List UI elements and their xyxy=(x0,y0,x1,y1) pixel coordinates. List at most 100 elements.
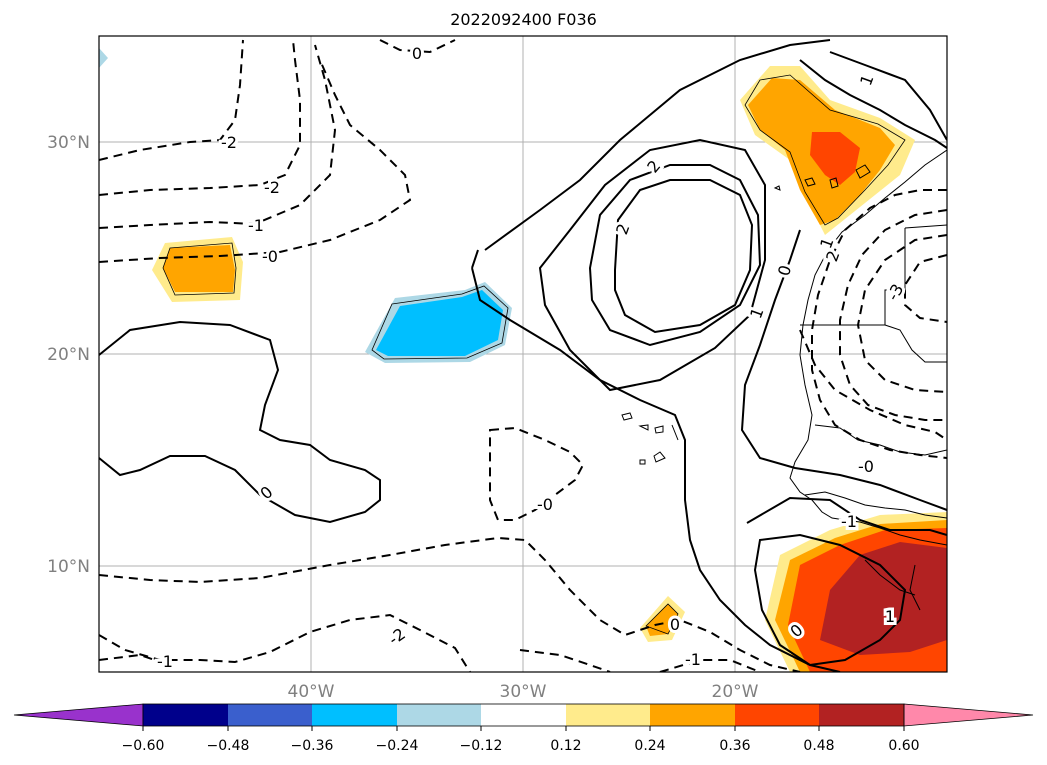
map-title: 2022092400 F036 xyxy=(450,10,597,29)
contour-coastal-solid xyxy=(799,51,947,149)
contour-neg-africa-4 xyxy=(856,234,947,393)
contour-label: 1 xyxy=(885,607,895,626)
contour-label: -0 xyxy=(858,457,874,476)
contour-neg-africa-2 xyxy=(839,209,947,421)
lat-label-10n: 10°N xyxy=(47,557,90,577)
lat-label-30n: 30°N xyxy=(47,133,90,153)
contour-neg-north-2 xyxy=(99,39,301,196)
border-mauritania xyxy=(884,324,947,363)
lon-label-30w: 30°W xyxy=(500,682,547,702)
colorbar-segment xyxy=(143,704,228,726)
colorbar-tick-label: 0.36 xyxy=(719,738,750,754)
colorbar-tick-label: −0.12 xyxy=(460,738,503,754)
colorbar-segment xyxy=(566,704,650,726)
contour-south-east-solid xyxy=(746,496,947,536)
coastlines xyxy=(621,149,947,611)
contour-outer-high xyxy=(538,138,766,392)
border-ivory xyxy=(909,564,921,611)
colorbar: −0.60 −0.48 −0.36 −0.24 −0.12 0.12 0.24 … xyxy=(13,703,1034,754)
lon-label-20w: 20°W xyxy=(712,682,759,702)
contour-label: -0 xyxy=(537,495,553,514)
lat-labels: 30°N 20°N 10°N xyxy=(47,133,90,577)
colorbar-segment xyxy=(397,704,481,726)
contour-label: 0 xyxy=(412,44,422,63)
contour-label: -1 xyxy=(685,650,701,669)
map-frame xyxy=(98,35,948,673)
lat-label-20n: 20°N xyxy=(47,345,90,365)
colorbar-tick-label: −0.36 xyxy=(291,738,334,754)
colorbar-tick-label: −0.24 xyxy=(376,738,419,754)
contour-label: 0 xyxy=(670,615,680,634)
fill-blob-southeast-max xyxy=(820,542,947,655)
contour-label: 2 xyxy=(612,221,633,237)
contour-neg-north-1 xyxy=(99,39,244,161)
fill-blob-blue-corner xyxy=(99,48,108,68)
dashed-contours xyxy=(99,39,947,672)
contour-mid-high xyxy=(588,164,762,347)
map-area: 0 2 1 -2 -2 -1 -0 1 2 2 1 0 -3 -0 -0 0 -… xyxy=(99,36,947,672)
colorbar-tick-label: 0.48 xyxy=(803,738,834,754)
contour-label: 1 xyxy=(856,72,877,88)
colorbar-segment xyxy=(228,704,312,726)
colorbar-tick-label: −0.60 xyxy=(122,738,165,754)
contour-label: 1 xyxy=(816,235,837,251)
contour-neg-south-4 xyxy=(519,649,611,672)
border-guinea xyxy=(804,491,947,519)
contour-africa-solid xyxy=(740,229,947,511)
colorbar-tick-labels: −0.60 −0.48 −0.36 −0.24 −0.12 0.12 0.24 … xyxy=(122,738,920,754)
fill-blob-northeast-max xyxy=(810,132,860,185)
colorbar-segment xyxy=(735,704,819,726)
contour-label: 1 xyxy=(746,305,767,321)
contour-southeast-inner xyxy=(753,533,907,667)
contour-label: -3 xyxy=(883,281,907,304)
contour-neg-mid xyxy=(489,426,585,521)
fill-blob-west-core xyxy=(163,245,235,292)
colorbar-tick-label: −0.48 xyxy=(207,738,250,754)
colorbar-tick-label: 0.12 xyxy=(550,738,581,754)
contour-label: -1 xyxy=(157,652,173,671)
border-senegal xyxy=(814,424,947,456)
solid-contours xyxy=(99,39,947,672)
colorbar-extend-low xyxy=(13,703,144,727)
colorbar-segment xyxy=(650,704,735,726)
border-western-sahara xyxy=(800,224,947,326)
colorbar-extend-high xyxy=(903,703,1034,727)
contour-inner-high xyxy=(614,179,754,334)
contour-label: -1 xyxy=(248,216,264,235)
colorbar-ticks xyxy=(142,726,905,731)
colorbar-segment xyxy=(312,704,397,726)
colorbar-tick-label: 0.60 xyxy=(888,738,919,754)
contour-label: 0 xyxy=(774,263,795,278)
contour-neg-south-1 xyxy=(99,536,801,672)
fill-blob-blue-core xyxy=(376,290,503,356)
contour-neg-africa-3 xyxy=(904,254,947,323)
contour-zero-longitudinal xyxy=(471,249,841,672)
lon-labels: 40°W 30°W 20°W xyxy=(288,682,759,702)
contour-neg-africa-5 xyxy=(799,329,947,441)
colorbar-frame xyxy=(142,703,905,727)
contour-neg-south-5 xyxy=(659,659,761,672)
contour-neg-top xyxy=(379,39,456,54)
contour-west-loop xyxy=(99,320,381,524)
colorbar-tick-label: 0.24 xyxy=(634,738,665,754)
colorbar-segment xyxy=(819,704,904,726)
contour-neg-north-4 xyxy=(99,59,412,263)
contour-label: -1 xyxy=(841,512,857,531)
contour-zero-east xyxy=(484,39,831,251)
fill-blob-south-core xyxy=(646,604,678,636)
contour-neg-south-2 xyxy=(99,613,471,672)
contour-label: -2 xyxy=(221,133,237,152)
blob-outlines xyxy=(162,74,906,635)
border-liberia xyxy=(864,559,916,596)
colorbar-segment xyxy=(481,704,566,726)
contour-neg-south-3 xyxy=(99,653,171,666)
contour-label: 0 xyxy=(256,482,276,503)
contour-label: -0 xyxy=(262,247,278,266)
anomaly-fills xyxy=(99,48,947,672)
contour-label: -2 xyxy=(385,624,409,649)
lon-label-40w: 40°W xyxy=(288,682,335,702)
coast-africa xyxy=(789,149,947,546)
contour-neg-africa-1 xyxy=(811,189,947,459)
contour-label: -2 xyxy=(264,178,280,197)
